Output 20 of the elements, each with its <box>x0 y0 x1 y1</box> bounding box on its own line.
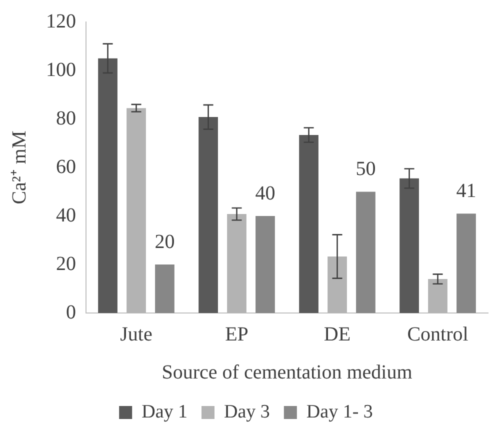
legend-label: Day 3 <box>224 401 270 422</box>
x-tick-label: EP <box>225 323 248 346</box>
data-label: 40 <box>255 182 276 204</box>
y-tick-label: 80 <box>56 107 76 130</box>
y-tick-label: 40 <box>56 204 76 226</box>
y-tick-label: 120 <box>46 10 76 32</box>
y-tick-label: 60 <box>56 156 76 178</box>
x-tick-label: DE <box>324 323 351 346</box>
x-tick-label: Jute <box>120 323 152 346</box>
data-label: 20 <box>154 230 175 253</box>
y-axis-title: Ca²⁺ mM <box>8 130 30 204</box>
legend-label: Day 1- 3 <box>306 401 373 422</box>
legend-label: Day 1 <box>142 401 188 422</box>
data-label: 50 <box>356 158 376 180</box>
x-tick-label: Control <box>407 323 469 346</box>
y-tick-label: 20 <box>56 252 76 275</box>
y-tick-label: 0 <box>66 301 76 324</box>
y-tick-label: 100 <box>46 58 76 81</box>
x-axis-title: Source of cementation medium <box>162 361 413 384</box>
data-label: 41 <box>456 180 476 202</box>
